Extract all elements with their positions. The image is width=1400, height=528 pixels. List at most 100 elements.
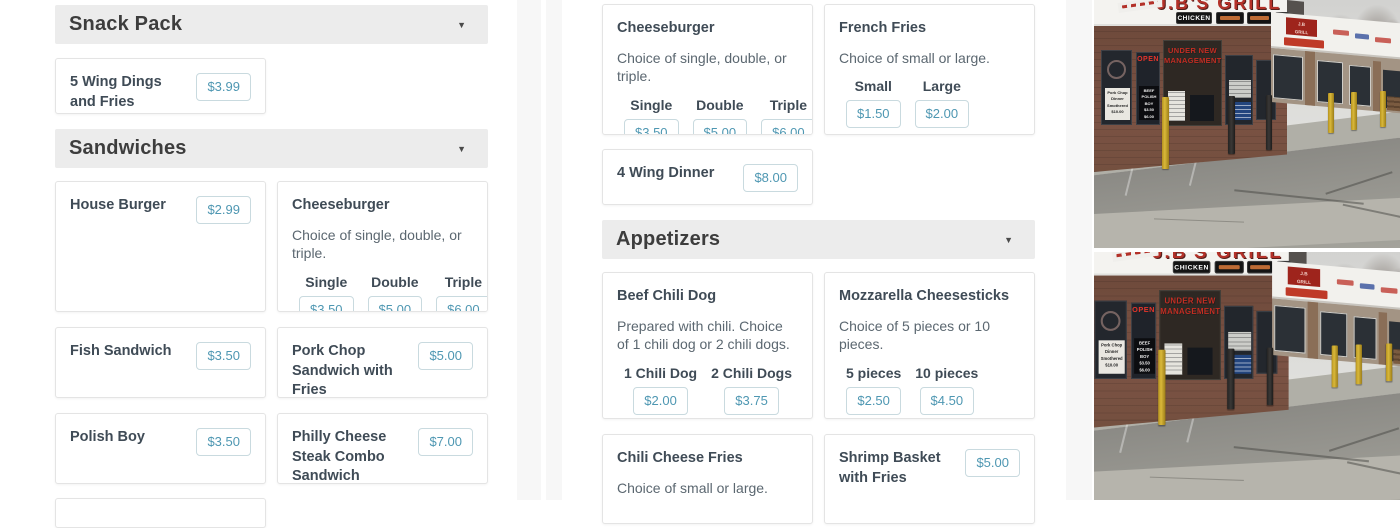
storefront-photo-bottom: Pork Chop Dinner Smothered $10.00 OPEN B… [1094, 252, 1400, 500]
item-name: Pork Chop Sandwich with Fries [292, 343, 393, 398]
brick-pier [1307, 301, 1319, 359]
option-label: 2 Chili Dogs [711, 365, 793, 382]
sign-text-mark [1359, 283, 1375, 290]
item-name: French Fries [839, 20, 927, 36]
bollard [1355, 344, 1362, 385]
menu-poster [1228, 331, 1252, 351]
entrance-door: UNDER NEW MANAGEMENT [1159, 290, 1221, 381]
sign-pill [1214, 260, 1244, 274]
menu-card-fish-sandwich: Fish Sandwich $3.50 [55, 327, 266, 398]
bollard [1380, 91, 1386, 127]
menu-poster [1229, 80, 1251, 98]
price-button[interactable]: $3.50 [624, 119, 679, 134]
option-label: Triple [444, 274, 483, 291]
item-name: Mozzarella Cheesesticks [839, 288, 1010, 304]
item-description: Choice of small or large. [839, 49, 990, 66]
menu-card-chili-cheese-fries: Chili Cheese Fries Choice of small or la… [602, 434, 813, 524]
wood-pallets [1393, 348, 1400, 365]
side-grill-sign: J.B GRILL [1286, 17, 1317, 38]
price-button[interactable]: $2.99 [196, 196, 251, 224]
item-description: Choice of small or large. [617, 479, 768, 496]
menu-poster [1190, 95, 1214, 121]
menu-poster: Pork Chop Dinner Smothered $10.00 [1098, 340, 1125, 374]
section-title: Sandwiches [69, 137, 187, 159]
section-title: Snack Pack [69, 13, 183, 35]
open-sign: OPEN [1132, 306, 1155, 315]
item-name: Fish Sandwich [70, 343, 172, 359]
option-label: Double [371, 274, 419, 291]
chicken-sign: CHICKEN [1172, 260, 1211, 274]
item-name: Beef Chili Dog [617, 288, 717, 304]
price-button[interactable]: $3.50 [196, 342, 251, 370]
price-button[interactable]: $5.00 [965, 449, 1020, 477]
menu-card-cheeseburger-mid: Cheeseburger Choice of single, double, o… [602, 4, 813, 135]
bollard [1266, 95, 1272, 150]
price-button[interactable]: $2.00 [633, 387, 688, 415]
option-label: Single [305, 274, 348, 291]
sign-text-mark [1336, 279, 1354, 286]
column-divider [546, 0, 562, 500]
section-header-snack-pack[interactable]: Snack Pack ▼ [55, 5, 488, 44]
sign-text-mark [1333, 29, 1349, 36]
price-button[interactable]: $2.50 [846, 387, 901, 415]
sign-text-mark [1375, 37, 1391, 44]
price-button[interactable]: $4.50 [919, 387, 975, 415]
menu-column-left: Snack Pack ▼ 5 Wing Dings and Fries $3.9… [55, 0, 488, 528]
menu-card-partial [55, 498, 266, 528]
item-name: Cheeseburger [292, 197, 390, 213]
price-button[interactable]: $3.75 [724, 387, 779, 415]
storefront-window [1273, 54, 1303, 101]
price-button[interactable]: $3.50 [299, 296, 354, 311]
section-header-sandwiches[interactable]: Sandwiches ▼ [55, 129, 488, 168]
grill-sign: J.B'S GRILL [1152, 252, 1283, 263]
price-button[interactable]: $5.00 [418, 342, 473, 370]
storefront-window: OPEN BEEF POLISH BOY $3.50 $6.00 [1136, 52, 1160, 125]
bollard [1158, 349, 1166, 425]
price-button[interactable]: $3.50 [196, 428, 251, 456]
price-button[interactable]: $5.00 [692, 119, 748, 134]
red-banner [1285, 287, 1328, 300]
storefront-scene: Pork Chop Dinner Smothered $10.00 OPEN B… [1094, 0, 1400, 248]
item-name: House Burger [70, 197, 166, 213]
price-button[interactable]: $8.00 [743, 164, 798, 192]
storefront-window: Pork Chop Dinner Smothered $10.00 [1094, 300, 1127, 379]
menu-card-wing-dings: 5 Wing Dings and Fries $3.99 [55, 58, 266, 114]
price-button[interactable]: $1.50 [846, 100, 901, 129]
menu-card-polish-boy: Polish Boy $3.50 [55, 413, 266, 484]
price-button[interactable]: $6.00 [436, 296, 487, 311]
chevron-down-icon: ▼ [457, 19, 466, 30]
bollard [1331, 345, 1338, 388]
item-name: Polish Boy [70, 429, 145, 445]
bollard [1162, 97, 1169, 169]
column-divider [517, 0, 541, 500]
entrance-door: UNDER NEW MANAGEMENT [1163, 40, 1222, 126]
price-button[interactable]: $7.00 [418, 428, 473, 456]
bollard [1266, 347, 1274, 406]
option-label: Small [854, 78, 892, 95]
item-description: Prepared with chili. Choice of 1 chili d… [617, 317, 790, 353]
menu-poster [1187, 347, 1213, 375]
menu-card-pork-chop: Pork Chop Sandwich with Fries $5.00 [277, 327, 488, 398]
price-button[interactable]: $3.99 [196, 73, 251, 101]
price-button[interactable]: $5.00 [367, 296, 423, 311]
item-description: Choice of single, double, or triple. [292, 226, 462, 262]
side-grill-sign: J.B GRILL [1287, 266, 1321, 288]
price-button[interactable]: $2.00 [914, 100, 970, 129]
wood-pallets [1387, 96, 1400, 112]
sign-pill [1247, 12, 1272, 24]
chevron-down-icon: ▼ [457, 143, 466, 154]
item-name: 5 Wing Dings and Fries [70, 74, 162, 110]
menu-poster: Pork Chop Dinner Smothered $10.00 [1105, 88, 1130, 120]
item-name: Chili Cheese Fries [617, 450, 743, 466]
storefront-window: Pork Chop Dinner Smothered $10.00 [1101, 50, 1132, 125]
logo-sign [1100, 311, 1121, 331]
item-name: Philly Cheese Steak Combo Sandwich [292, 429, 387, 484]
section-header-appetizers[interactable]: Appetizers ▼ [602, 220, 1035, 259]
sign-pill [1216, 12, 1244, 24]
sign-text-mark [1355, 33, 1369, 40]
price-button[interactable]: $6.00 [761, 119, 812, 134]
item-description: Choice of 5 pieces or 10 pieces. [839, 317, 990, 353]
menu-card-cheeseburger: Cheeseburger Choice of single, double, o… [277, 181, 488, 312]
storefront-scene: Pork Chop Dinner Smothered $10.00 OPEN B… [1094, 252, 1400, 500]
option-label: Single [630, 97, 673, 114]
